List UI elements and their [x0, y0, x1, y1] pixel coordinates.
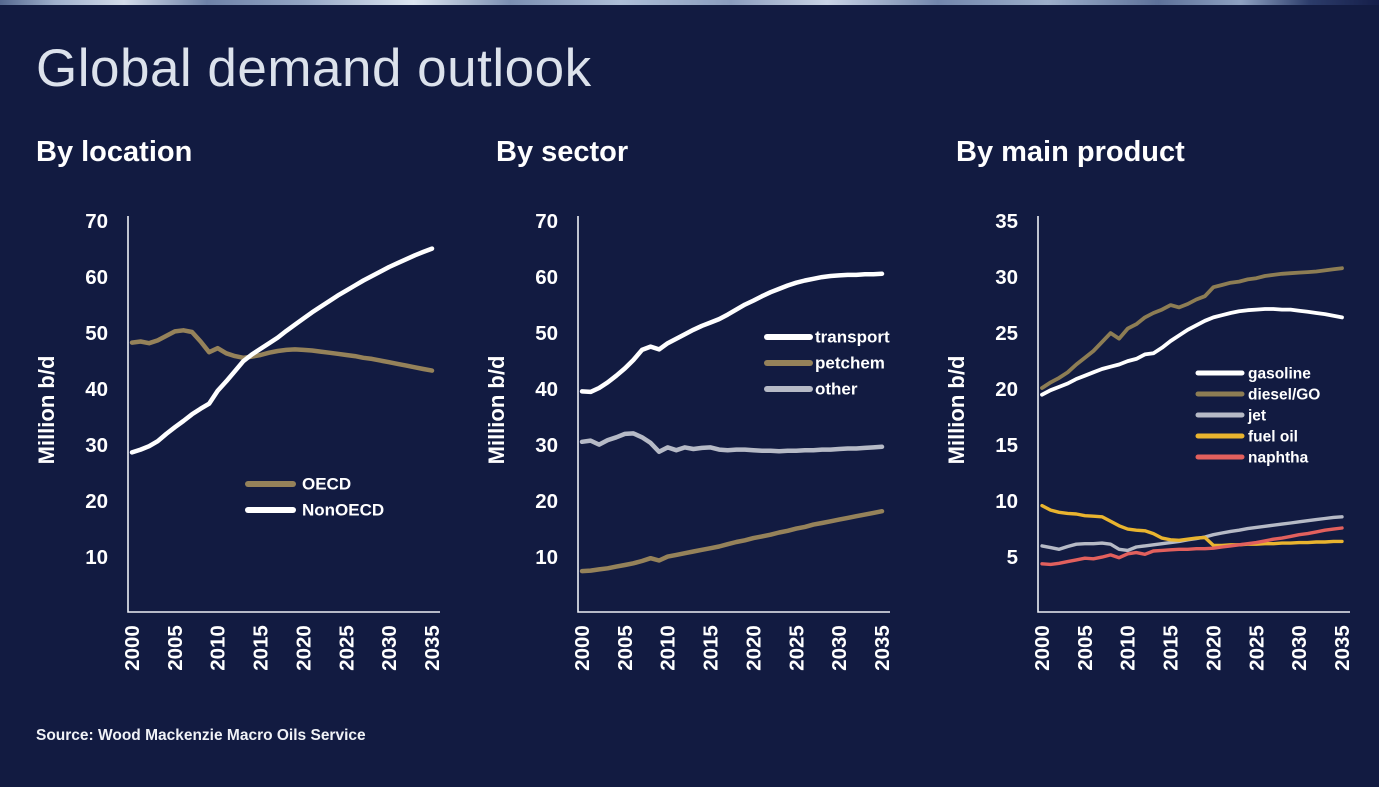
svg-text:2005: 2005: [614, 625, 637, 671]
svg-text:2035: 2035: [1331, 625, 1354, 671]
svg-text:NonOECD: NonOECD: [302, 501, 384, 520]
svg-text:20: 20: [85, 490, 108, 513]
svg-text:2010: 2010: [1117, 625, 1140, 671]
svg-text:2025: 2025: [335, 625, 358, 671]
svg-text:diesel/GO: diesel/GO: [1248, 387, 1320, 404]
svg-text:2015: 2015: [700, 625, 723, 671]
svg-text:OECD: OECD: [302, 475, 351, 494]
svg-text:2030: 2030: [828, 625, 851, 671]
svg-text:50: 50: [85, 322, 108, 345]
svg-text:60: 60: [85, 266, 108, 289]
source-note: Source: Wood Mackenzie Macro Oils Servic…: [36, 727, 366, 744]
svg-text:other: other: [815, 380, 858, 399]
svg-text:40: 40: [85, 378, 108, 401]
page-title: Global demand outlook: [36, 39, 592, 98]
svg-text:15: 15: [995, 434, 1018, 457]
svg-text:2005: 2005: [1074, 625, 1097, 671]
svg-text:Million b/d: Million b/d: [484, 356, 509, 465]
svg-text:2000: 2000: [121, 625, 144, 671]
svg-text:2020: 2020: [292, 625, 315, 671]
svg-text:2030: 2030: [378, 625, 401, 671]
svg-text:10: 10: [535, 546, 558, 569]
svg-text:70: 70: [535, 210, 558, 233]
chart-title-by-sector: By sector: [496, 136, 629, 168]
svg-text:2035: 2035: [421, 625, 444, 671]
svg-text:2035: 2035: [871, 625, 894, 671]
svg-text:2000: 2000: [571, 625, 594, 671]
top-banner-strip: [0, 0, 1379, 5]
svg-text:2015: 2015: [250, 625, 273, 671]
svg-text:2030: 2030: [1288, 625, 1311, 671]
svg-text:60: 60: [535, 266, 558, 289]
svg-text:30: 30: [995, 266, 1018, 289]
svg-text:2025: 2025: [1245, 625, 1268, 671]
svg-text:2020: 2020: [742, 625, 765, 671]
svg-text:20: 20: [535, 490, 558, 513]
svg-text:25: 25: [995, 322, 1018, 345]
svg-text:10: 10: [85, 546, 108, 569]
svg-text:petchem: petchem: [815, 354, 885, 373]
svg-text:fuel oil: fuel oil: [1248, 429, 1298, 446]
chart-title-by-main-product: By main product: [956, 136, 1185, 168]
svg-text:30: 30: [85, 434, 108, 457]
svg-text:2000: 2000: [1031, 625, 1054, 671]
svg-text:2025: 2025: [785, 625, 808, 671]
svg-text:40: 40: [535, 378, 558, 401]
svg-text:2015: 2015: [1160, 625, 1183, 671]
svg-text:jet: jet: [1247, 408, 1266, 425]
svg-text:10: 10: [995, 490, 1018, 513]
svg-text:transport: transport: [815, 328, 890, 347]
svg-text:35: 35: [995, 210, 1018, 233]
svg-text:20: 20: [995, 378, 1018, 401]
chart-title-by-location: By location: [36, 136, 193, 168]
svg-text:Million b/d: Million b/d: [34, 356, 59, 465]
svg-text:50: 50: [535, 322, 558, 345]
svg-text:70: 70: [85, 210, 108, 233]
svg-text:2020: 2020: [1202, 625, 1225, 671]
svg-text:gasoline: gasoline: [1248, 366, 1311, 383]
svg-text:5: 5: [1007, 546, 1018, 569]
svg-text:2005: 2005: [164, 625, 187, 671]
svg-text:naphtha: naphtha: [1248, 450, 1309, 467]
svg-text:2010: 2010: [207, 625, 230, 671]
svg-text:2010: 2010: [657, 625, 680, 671]
svg-text:Million b/d: Million b/d: [944, 356, 969, 465]
svg-text:30: 30: [535, 434, 558, 457]
